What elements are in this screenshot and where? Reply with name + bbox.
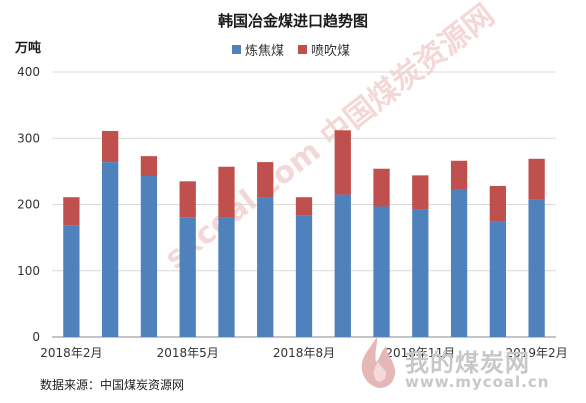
y-tick-label: 100 bbox=[17, 264, 40, 278]
bar-segment-pci-coal bbox=[179, 181, 196, 218]
bar-segment-coking-coal bbox=[102, 162, 119, 337]
y-tick-label: 300 bbox=[17, 131, 40, 145]
x-tick-labels: 2018年2月 2018年5月 2018年8月 2018年11月 2019年2月 bbox=[40, 346, 567, 360]
bar-segment-pci-coal bbox=[450, 160, 468, 190]
bar-segment-coking-coal bbox=[218, 217, 235, 337]
bar-segment-coking-coal bbox=[412, 209, 429, 337]
bar-segment-coking-coal bbox=[295, 215, 313, 337]
legend-item-pci-coal: 喷吹煤 bbox=[298, 40, 350, 59]
bar-segment-coking-coal bbox=[63, 225, 80, 337]
bar-segment-pci-coal bbox=[412, 175, 429, 210]
bar-segment-pci-coal bbox=[295, 197, 313, 216]
bar-segment-coking-coal bbox=[450, 189, 468, 337]
bar-segment-pci-coal bbox=[102, 130, 119, 163]
bar-segment-pci-coal bbox=[489, 185, 506, 222]
y-axis-unit-label: 万吨 bbox=[15, 41, 42, 56]
bar-segment-coking-coal bbox=[179, 217, 196, 337]
flame-logo-icon bbox=[361, 336, 396, 388]
bar-segment-coking-coal bbox=[334, 194, 351, 337]
x-tick-label: 2018年11月 bbox=[385, 346, 455, 360]
bar-segment-pci-coal bbox=[373, 168, 390, 207]
bar-segment-pci-coal bbox=[257, 162, 274, 198]
x-tick-label: 2018年8月 bbox=[273, 346, 335, 360]
bar-segment-coking-coal bbox=[489, 221, 506, 337]
chart-title: 韩国冶金煤进口趋势图 bbox=[217, 12, 368, 30]
y-tick-labels: 0 100 200 300 400 bbox=[17, 65, 40, 344]
bar-segment-coking-coal bbox=[257, 197, 274, 337]
bar-segment-coking-coal bbox=[140, 176, 158, 337]
bar-segment-pci-coal bbox=[334, 130, 351, 195]
legend-item-coking-coal: 炼焦煤 bbox=[232, 40, 284, 59]
legend: 炼焦煤 喷吹煤 bbox=[232, 40, 350, 59]
bar-segment-coking-coal bbox=[373, 206, 390, 337]
source-note: 数据来源：中国煤炭资源网 bbox=[40, 378, 185, 392]
y-tick-label: 200 bbox=[17, 198, 40, 212]
bar-segment-pci-coal bbox=[218, 166, 235, 218]
legend-swatch-pci-coal bbox=[298, 45, 308, 54]
bar-segment-pci-coal bbox=[140, 156, 158, 177]
logo-watermark-url: www.mycoal.cn bbox=[405, 373, 550, 391]
y-tick-label: 400 bbox=[17, 65, 40, 79]
legend-label-coking-coal: 炼焦煤 bbox=[245, 44, 285, 59]
y-tick-label: 0 bbox=[32, 330, 40, 344]
logo-watermark-text: 我的煤炭网 bbox=[405, 349, 530, 377]
x-tick-label: 2019年2月 bbox=[506, 346, 568, 360]
bar-segment-coking-coal bbox=[528, 199, 545, 337]
x-tick-label: 2018年5月 bbox=[157, 346, 219, 360]
bar-segment-pci-coal bbox=[528, 158, 545, 200]
bars bbox=[63, 130, 545, 337]
legend-label-pci-coal: 喷吹煤 bbox=[311, 44, 351, 59]
legend-swatch-coking-coal bbox=[232, 45, 241, 54]
x-tick-label: 2018年2月 bbox=[40, 346, 102, 360]
bar-segment-pci-coal bbox=[63, 197, 80, 226]
